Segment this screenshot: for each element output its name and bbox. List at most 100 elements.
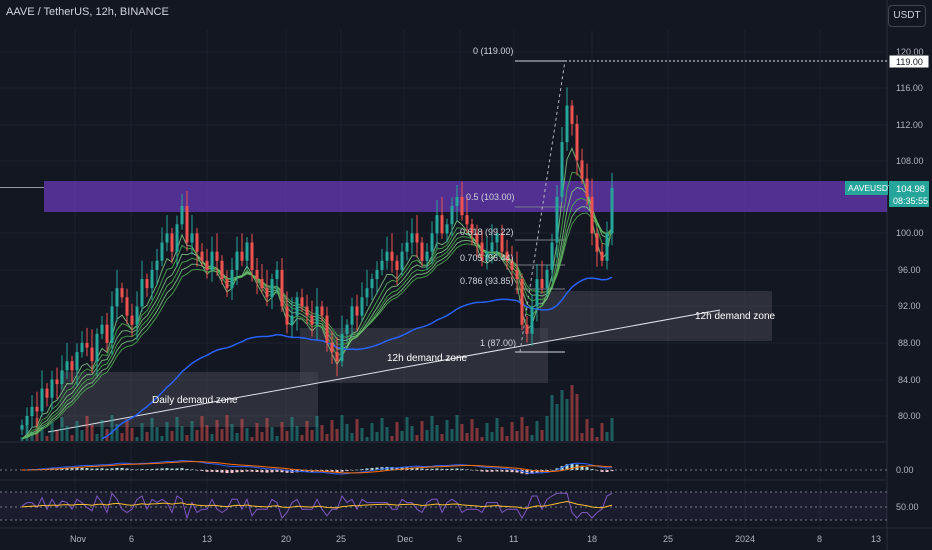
candle <box>375 269 379 280</box>
macd-histogram-bar <box>185 468 189 470</box>
volume-bar <box>590 428 594 441</box>
candle <box>215 251 219 261</box>
macd-histogram-bar <box>135 469 139 470</box>
volume-bar <box>325 434 329 441</box>
last-price-label: 104.98 <box>896 184 925 195</box>
volume-bar <box>85 416 89 441</box>
volume-bar <box>95 434 99 441</box>
macd-histogram-bar <box>510 470 514 473</box>
volume-bar <box>140 423 144 441</box>
macd-histogram-bar <box>445 468 449 470</box>
volume-bar <box>135 437 139 441</box>
candle <box>520 279 524 325</box>
candle <box>270 279 274 298</box>
volume-bar <box>205 425 209 441</box>
volume-bar <box>545 416 549 441</box>
price-tick: 88.00 <box>898 338 921 348</box>
candle <box>425 251 429 261</box>
macd-histogram-bar <box>160 468 164 470</box>
macd-histogram-bar <box>490 470 494 472</box>
candle <box>395 260 399 270</box>
volume-bar <box>415 435 419 441</box>
price-tick: 96.00 <box>898 265 921 275</box>
volume-bar <box>435 425 439 441</box>
macd-histogram-bar <box>515 470 519 473</box>
macd-histogram-bar <box>420 468 424 470</box>
price-tick: 108.00 <box>896 156 924 166</box>
currency-button[interactable]: USDT <box>888 5 926 27</box>
macd-histogram-bar <box>145 469 149 470</box>
macd-histogram-bar <box>370 467 374 470</box>
time-tick: 13 <box>871 534 881 544</box>
price-tick: 80.00 <box>898 411 921 421</box>
volume-bar <box>215 420 219 441</box>
price-tick: 120.00 <box>896 47 924 57</box>
candle <box>515 269 519 280</box>
macd-histogram-bar <box>365 468 369 470</box>
candles[interactable] <box>20 87 614 436</box>
fib-label-0-618: 0.618 (99.22) <box>460 227 514 237</box>
candle <box>300 297 304 307</box>
macd-histogram-bar <box>360 469 364 470</box>
macd-histogram-bar <box>20 470 24 471</box>
candle <box>315 306 319 325</box>
volume-bar <box>100 420 104 441</box>
volume-bar <box>500 427 504 441</box>
volume-bar <box>425 430 429 441</box>
candle <box>380 260 384 270</box>
candle <box>75 352 79 371</box>
volume-bar <box>340 415 344 441</box>
volume-bar <box>50 422 54 441</box>
trendline[interactable] <box>47 309 721 433</box>
volume-bar <box>190 421 194 441</box>
volume-bar <box>450 429 454 441</box>
chart-title: AAVE / TetherUS, 12h, BINANCE <box>6 6 169 18</box>
candle <box>555 196 559 243</box>
daily-demand-zone[interactable] <box>60 372 318 427</box>
candle <box>80 342 84 353</box>
candle <box>170 233 174 252</box>
candle <box>525 324 529 334</box>
price-tick: 92.00 <box>898 301 921 311</box>
candle <box>490 242 494 252</box>
macd-histogram-bar <box>285 470 289 473</box>
volume-bar <box>505 436 509 441</box>
volume-bar <box>470 419 474 441</box>
macd-histogram-bar <box>415 467 419 470</box>
candle <box>235 251 239 270</box>
macd-histogram-bar <box>570 463 574 470</box>
macd-histogram-bar <box>610 470 614 472</box>
12h-demand-zone-b[interactable] <box>540 291 772 341</box>
candle <box>40 388 44 412</box>
volume-bar <box>375 432 379 441</box>
candle <box>465 215 469 225</box>
candle <box>430 233 434 252</box>
candle <box>360 297 364 316</box>
macd-histogram-bar <box>260 470 264 473</box>
volume-bar <box>40 427 44 441</box>
volume-bar <box>330 420 334 441</box>
volume-bar <box>535 421 539 441</box>
candle <box>310 315 314 325</box>
candle <box>345 324 349 334</box>
volume-bar <box>560 390 564 441</box>
volume-bar <box>120 433 124 441</box>
time-axis[interactable]: Nov 6 13 20 25 Dec 6 11 18 25 2024 8 13 <box>70 534 881 544</box>
symbol-label: AAVEUSDT <box>848 183 893 193</box>
macd-histogram-bar <box>355 469 359 471</box>
volume-bar <box>250 437 254 441</box>
candle <box>95 333 99 362</box>
rsi-pane <box>21 492 613 520</box>
volume-bar <box>580 433 584 441</box>
candle <box>335 352 339 362</box>
supply-zone[interactable] <box>44 181 887 212</box>
candle <box>210 251 214 270</box>
volume-bar <box>310 430 314 441</box>
slow-moving-average <box>101 276 613 440</box>
macd-histogram-bar <box>255 470 259 472</box>
volume-bar <box>80 430 84 441</box>
price-axis[interactable]: 120.00 116.00 112.00 108.00 100.00 96.00… <box>896 47 924 421</box>
candle <box>565 105 569 143</box>
volume-bar <box>335 429 339 441</box>
